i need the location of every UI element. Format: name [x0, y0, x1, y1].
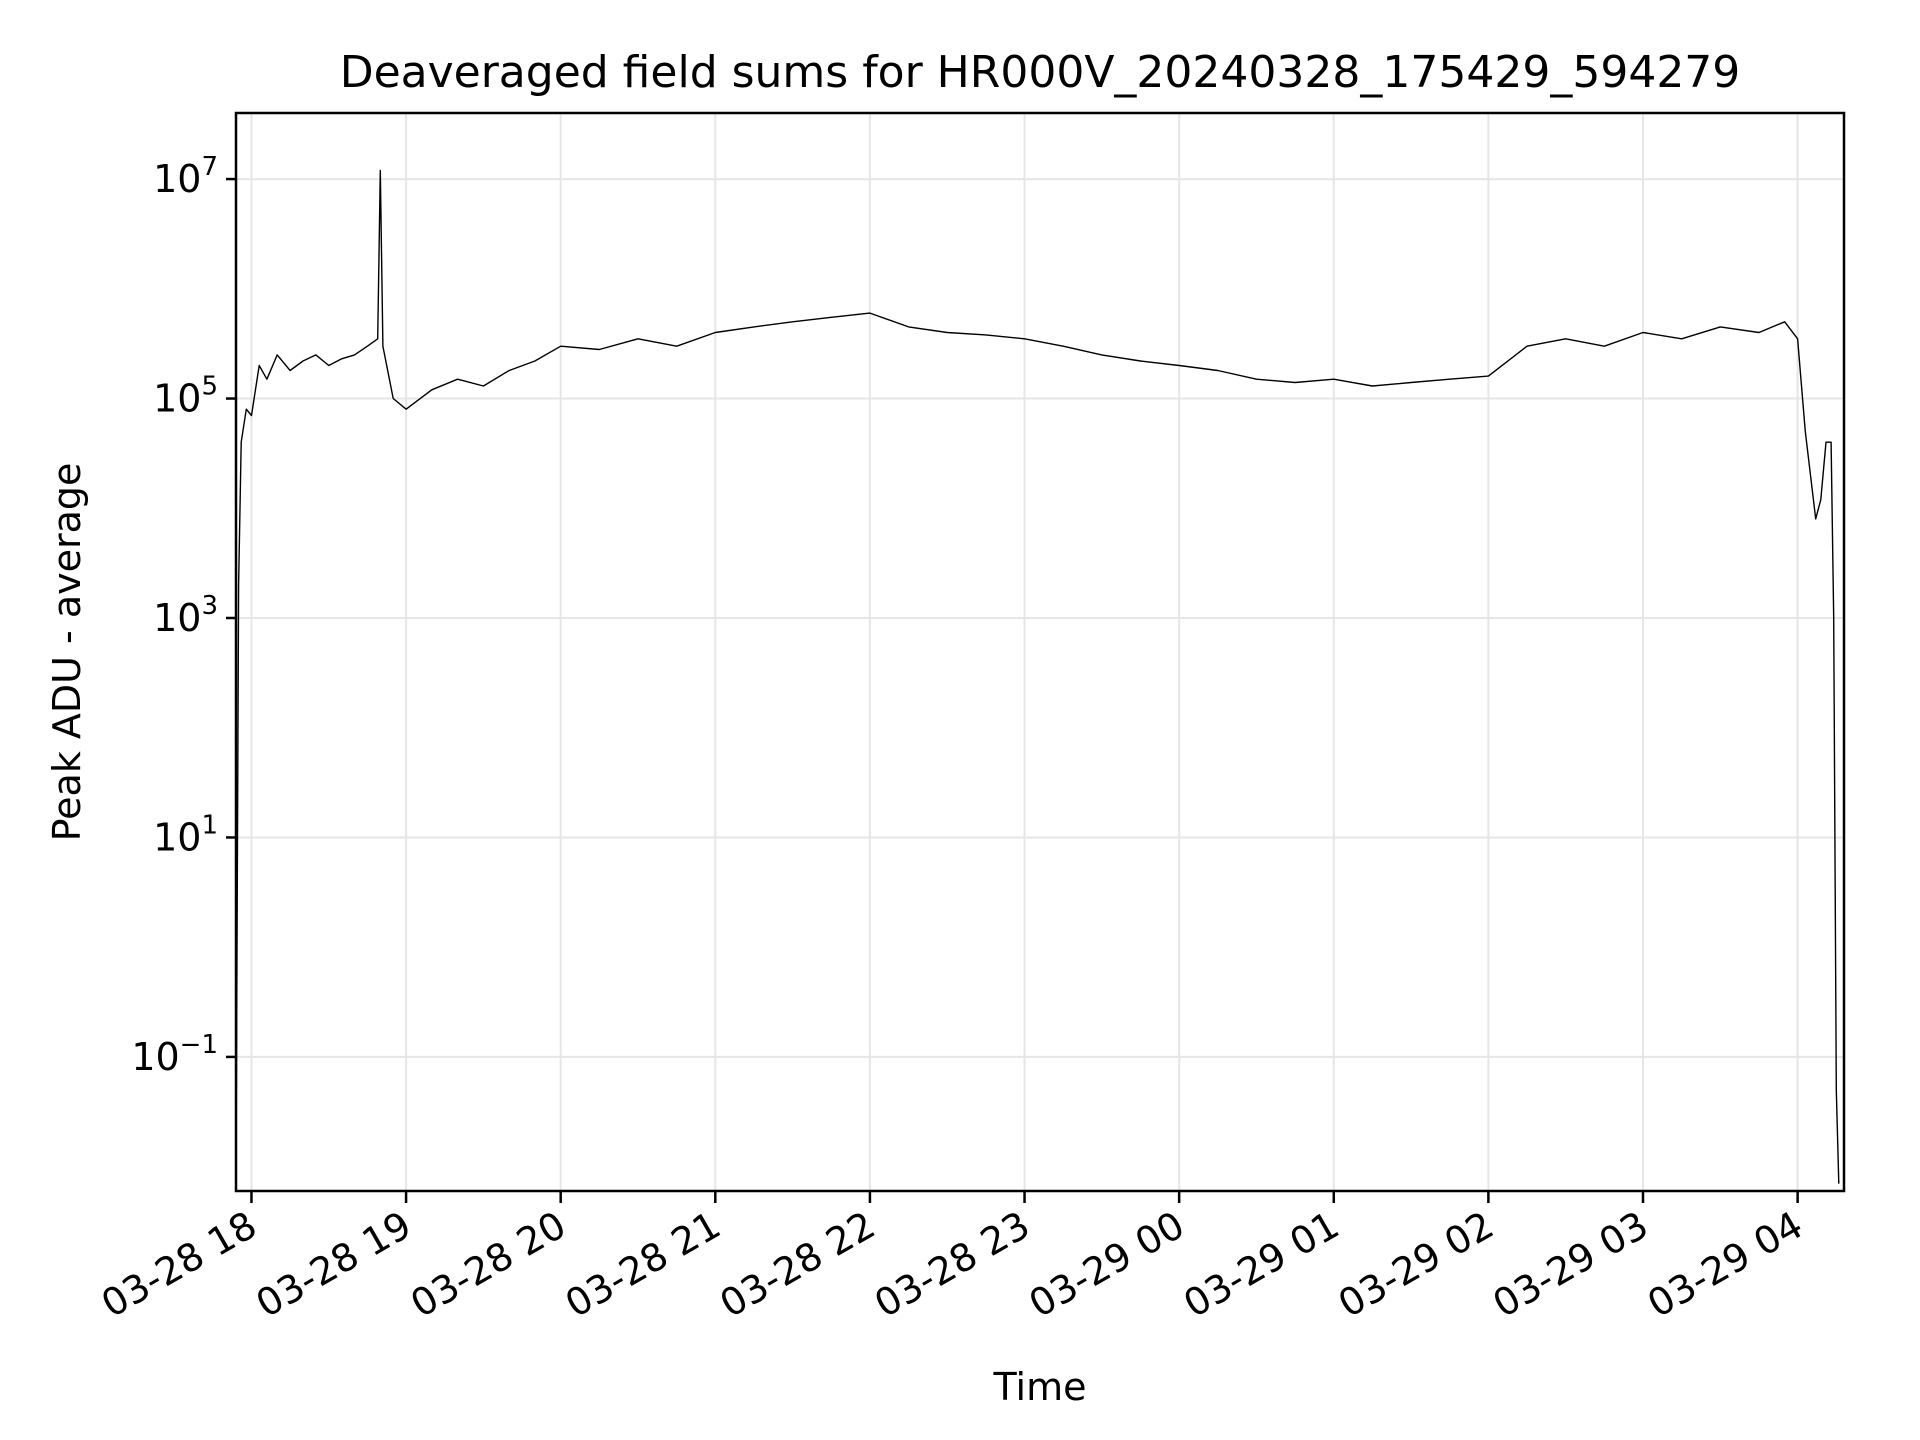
- y-tick-label: 107: [153, 152, 218, 201]
- y-tick-label: 103: [153, 591, 218, 640]
- y-tick-exponent: 3: [201, 591, 218, 621]
- x-axis-label: Time: [993, 1365, 1087, 1409]
- y-tick-exponent: 1: [201, 810, 218, 840]
- y-tick-base: 10: [153, 815, 201, 859]
- y-axis-label: Peak ADU - average: [45, 463, 89, 842]
- grid: [236, 113, 1844, 1191]
- y-tick-base: 10: [153, 377, 201, 421]
- y-tick-base: 10: [153, 157, 201, 201]
- y-tick-exponent: −1: [180, 1030, 218, 1060]
- chart-title: Deaveraged field sums for HR000V_2024032…: [340, 47, 1741, 98]
- y-tick-exponent: 5: [201, 372, 218, 402]
- y-tick-base: 10: [131, 1035, 179, 1079]
- series-line: [236, 169, 1840, 1184]
- y-tick-label: 105: [153, 372, 218, 421]
- plot-area: [236, 113, 1844, 1191]
- series-layer: [236, 169, 1840, 1184]
- y-tick-label: 10−1: [131, 1030, 218, 1079]
- y-tick-label: 101: [153, 810, 218, 859]
- y-tick-base: 10: [153, 596, 201, 640]
- axes-frame: [234, 111, 1846, 1193]
- y-tick-exponent: 7: [201, 152, 218, 182]
